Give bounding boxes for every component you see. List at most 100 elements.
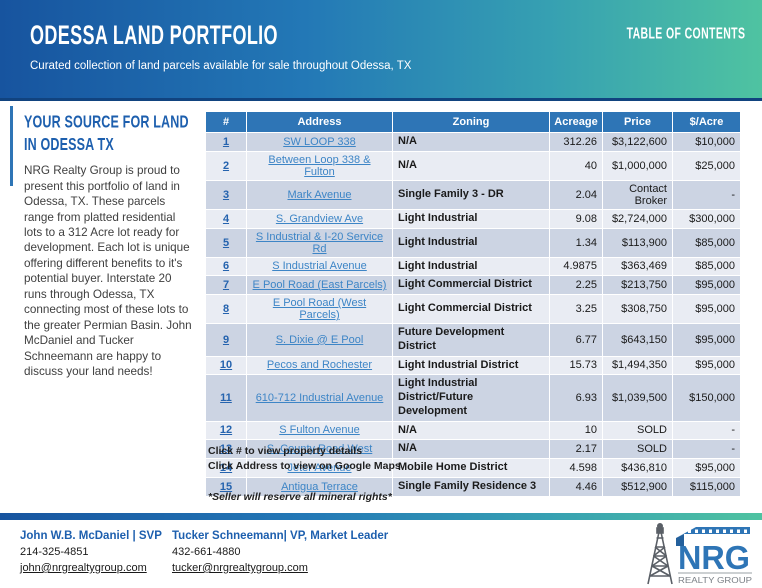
acreage-cell: 9.08 (549, 208, 603, 229)
parcel-number-link[interactable]: 8 (222, 303, 230, 315)
table-row: 9 S. Dixie @ E Pool Future Development Dis… (205, 323, 741, 357)
acreage-cell: 312.26 (549, 132, 603, 152)
nrg-realty-group-logo: NRG REALTY GROUP (647, 522, 752, 585)
column-header-acreage: Acreage (549, 111, 603, 133)
parcel-number-link[interactable]: 5 (222, 236, 230, 249)
parcel-number-link[interactable]: 3 (222, 188, 230, 201)
zoning-cell: N/A (392, 439, 550, 459)
zoning-cell: N/A (392, 150, 550, 181)
parcel-address-link[interactable]: 610-712 Industrial Avenue (255, 391, 384, 404)
contact-name: Tucker Schneemann| VP, Market Leader (172, 530, 389, 542)
table-row: 12 S Fulton Avenue N/A 10 SOLD - (205, 420, 741, 441)
price-per-acre-cell: $300,000 (672, 208, 741, 229)
acreage-cell: 3.25 (549, 294, 603, 324)
parcel-address-link[interactable]: SW LOOP 338 (283, 135, 356, 148)
parcel-number-link[interactable]: 15 (219, 480, 233, 493)
acreage-cell: 40 (549, 150, 603, 181)
note-google-maps: Click Address to view on Google Maps (208, 460, 401, 473)
parcel-address-link[interactable]: Jeter Avenue (287, 461, 352, 474)
sidebar: YOUR SOURCE FOR LAND IN ODESSA TX NRG Re… (24, 112, 196, 379)
table-row: 2 Between Loop 338 & Fulton N/A 40 $1,000,00… (205, 150, 741, 181)
note-mineral-rights: *Seller will reserve all mineral rights* (208, 491, 392, 504)
zoning-cell: Single Family Residence 3 (392, 476, 550, 497)
parcel-number-link[interactable]: 7 (222, 279, 230, 292)
table-row: 6 S Industrial Avenue Light Industrial 4.98… (205, 256, 741, 277)
parcel-address-link[interactable]: Between Loop 338 & Fulton (268, 153, 371, 178)
contact-john: John W.B. McDaniel | SVP 214-325-4851 jo… (20, 530, 162, 574)
zoning-cell: Light Industrial (392, 256, 550, 277)
page-subtitle: Curated collection of land parcels avail… (30, 60, 412, 72)
table-row: 15 Antigua Terrace Single Family Residence… (205, 476, 741, 497)
parcel-address-link[interactable]: S. Dixie @ E Pool (275, 333, 364, 346)
contact-name: John W.B. McDaniel | SVP (20, 530, 162, 542)
price-cell: SOLD (602, 420, 673, 441)
table-row: 5 S Industrial & I-20 Service Rd Light Ind… (205, 227, 741, 258)
acreage-cell: 4.9875 (549, 256, 603, 277)
page-title: ODESSA LAND PORTFOLIO (30, 20, 278, 51)
table-of-contents-label: TABLE OF CONTENTS (626, 24, 745, 42)
parcel-number-link[interactable]: 11 (220, 391, 232, 404)
column-header-zoning: Zoning (392, 111, 550, 133)
table-row: 7 E Pool Road (East Parcels) Light Commerc… (205, 275, 741, 295)
parcels-table: # Address Zoning Acreage Price $/Acre 1 SW LOO… (205, 111, 741, 497)
parcel-number-link[interactable]: 9 (222, 333, 230, 346)
acreage-cell: 6.77 (549, 323, 603, 357)
parcel-address-link[interactable]: Antigua Terrace (281, 480, 358, 493)
sidebar-heading: YOUR SOURCE FOR LAND IN ODESSA TX (24, 113, 189, 154)
zoning-cell: Single Family 3 - DR (392, 179, 550, 210)
sidebar-paragraph: NRG Realty Group is proud to present thi… (24, 164, 192, 378)
price-per-acre-cell: $95,000 (672, 323, 741, 357)
price-cell: $1,000,000 (602, 150, 673, 181)
zoning-cell: Light Industrial District (392, 355, 550, 376)
price-per-acre-cell: $10,000 (672, 132, 741, 152)
parcel-address-link[interactable]: E Pool Road (East Parcels) (252, 279, 387, 292)
price-cell: Contact Broker (602, 179, 673, 210)
column-header-price: Price (602, 111, 673, 133)
table-header-row: # Address Zoning Acreage Price $/Acre (205, 111, 741, 133)
parcel-address-link[interactable]: Mark Avenue (287, 188, 352, 201)
header-banner: ODESSA LAND PORTFOLIO TABLE OF CONTENTS … (0, 0, 762, 101)
note-property-details: Click # to view property details (208, 445, 363, 457)
parcel-number-link[interactable]: 4 (222, 212, 230, 225)
parcel-number-link[interactable]: 1 (222, 135, 230, 148)
parcel-address-link[interactable]: E Pool Road (West Parcels) (272, 297, 367, 321)
parcel-address-link[interactable]: S Fulton Avenue (279, 424, 360, 437)
price-cell: $3,122,600 (602, 132, 673, 152)
contact-email-link[interactable]: tucker@nrgrealtygroup.com (172, 562, 308, 574)
price-per-acre-cell: $25,000 (672, 150, 741, 181)
contact-email-link[interactable]: john@nrgrealtygroup.com (20, 562, 147, 574)
acreage-cell: 1.34 (549, 227, 603, 258)
parcel-number-link[interactable]: 14 (219, 461, 233, 474)
zoning-cell: Future Development District (392, 323, 550, 357)
parcel-address-link[interactable]: Pecos and Rochester (266, 359, 373, 372)
realty-group-wordmark: REALTY GROUP (678, 575, 752, 585)
parcel-address-link[interactable]: S Industrial Avenue (272, 260, 367, 273)
contact-phone: 432-661-4880 (172, 546, 241, 558)
column-header-: # (205, 111, 247, 133)
price-per-acre-cell: $85,000 (672, 256, 741, 277)
parcel-address-link[interactable]: S. Grandview Ave (275, 212, 364, 225)
sidebar-accent-line (10, 106, 13, 186)
footer-gradient-bar (0, 513, 762, 520)
price-cell: $113,900 (602, 227, 673, 258)
price-cell: $436,810 (602, 458, 673, 478)
price-cell: $308,750 (602, 294, 673, 324)
parcel-number-link[interactable]: 6 (222, 260, 230, 273)
column-header-acre: $/Acre (672, 111, 741, 133)
acreage-cell: 6.93 (549, 374, 603, 422)
parcel-number-link[interactable]: 10 (219, 359, 233, 372)
parcel-number-link[interactable]: 12 (219, 424, 233, 437)
parcel-number-link[interactable]: 13 (219, 443, 233, 456)
parcel-address-link[interactable]: S Industrial & I-20 Service Rd (255, 230, 384, 255)
table-row: 4 S. Grandview Ave Light Industrial 9.08 $2,… (205, 208, 741, 229)
price-per-acre-cell: $95,000 (672, 275, 741, 295)
parcel-number-link[interactable]: 2 (222, 159, 230, 172)
zoning-cell: N/A (392, 420, 550, 441)
price-per-acre-cell: - (672, 179, 741, 210)
table-row: 8 E Pool Road (West Parcels) Light Commerc… (205, 294, 741, 324)
zoning-cell: N/A (392, 132, 550, 152)
zoning-cell: Light Industrial (392, 208, 550, 229)
parcel-address-link[interactable]: S. County Road West (266, 443, 373, 456)
price-cell: $512,900 (602, 476, 673, 497)
price-cell: $1,039,500 (602, 374, 673, 422)
